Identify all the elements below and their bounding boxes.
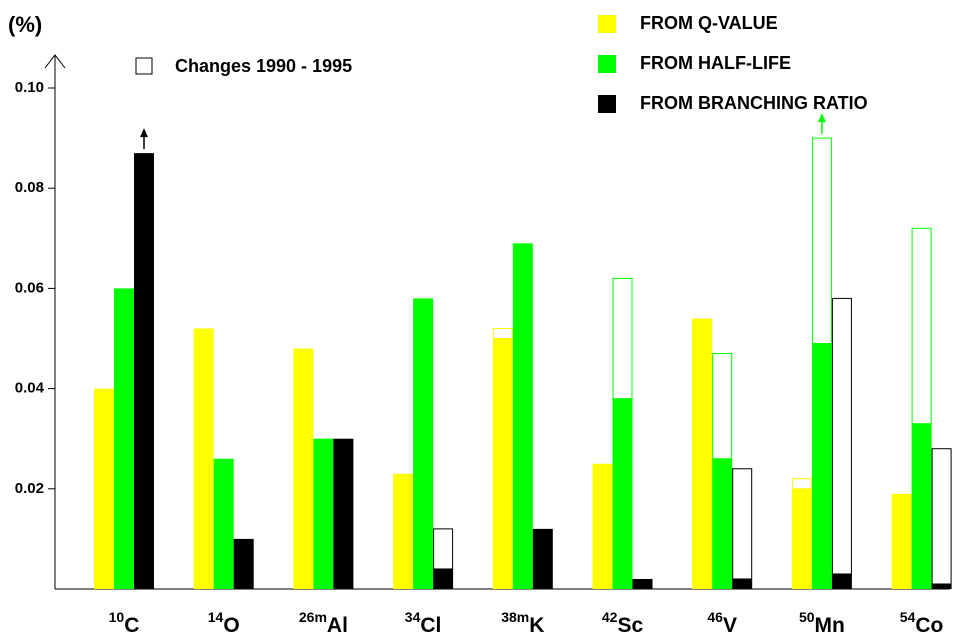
bar <box>233 538 254 589</box>
bar <box>911 423 932 589</box>
bar <box>891 493 912 589</box>
category-symbol: Co <box>915 614 943 637</box>
bar <box>532 528 553 589</box>
category-symbol: C <box>124 614 139 637</box>
category-symbol: Cl <box>420 614 441 637</box>
category-mass: 38m <box>501 609 529 625</box>
category-symbol: O <box>223 614 239 637</box>
category-mass: 42 <box>602 609 618 625</box>
bar <box>134 153 154 589</box>
previous-bar-outline <box>612 277 633 400</box>
bar <box>213 458 234 589</box>
legend-swatch <box>598 95 616 113</box>
legend-label: FROM BRANCHING RATIO <box>640 93 868 113</box>
y-tick-label: 0.10 <box>15 79 44 96</box>
category-symbol: Al <box>327 614 348 637</box>
legend-label: FROM HALF-LIFE <box>640 53 791 73</box>
bar <box>413 298 434 589</box>
bar <box>512 243 533 589</box>
previous-bar-outline <box>492 327 513 340</box>
legend-label: FROM Q-VALUE <box>640 13 778 33</box>
previous-bar-outline <box>931 448 952 585</box>
bar <box>931 583 952 589</box>
category-symbol: V <box>723 614 737 637</box>
x-tick-label: 46V <box>707 609 737 637</box>
bar <box>831 573 852 589</box>
category-symbol: K <box>529 614 544 637</box>
x-tick-label: 50Mn <box>799 609 845 637</box>
bar <box>492 338 513 589</box>
x-tick-label: 54Co <box>900 609 944 637</box>
previous-bar-outline <box>791 478 812 490</box>
category-mass: 54 <box>900 609 916 625</box>
bar <box>692 318 713 589</box>
bar <box>193 328 214 589</box>
category-mass: 10 <box>109 609 125 625</box>
previous-bar-outline <box>811 137 832 345</box>
previous-bar-outline <box>911 227 932 425</box>
bar <box>94 388 114 589</box>
category-mass: 50 <box>799 609 815 625</box>
previous-bar-outline <box>831 297 852 575</box>
category-mass: 46 <box>707 609 723 625</box>
changes-label: Changes 1990 - 1995 <box>175 56 352 76</box>
previous-bar-outline <box>732 468 753 580</box>
off-scale-arrowhead <box>140 128 148 138</box>
bar <box>612 398 633 589</box>
bar <box>313 438 334 589</box>
bar <box>333 438 354 589</box>
previous-bar-outline <box>712 353 733 460</box>
bar <box>632 578 653 589</box>
bar <box>393 473 414 589</box>
x-tick-label: 34Cl <box>405 609 442 637</box>
category-mass: 14 <box>208 609 224 625</box>
x-tick-label: 38mK <box>501 609 544 637</box>
bar <box>433 568 454 589</box>
y-tick-label: 0.08 <box>15 179 44 196</box>
bar <box>732 578 753 589</box>
y-tick-label: 0.06 <box>15 279 44 296</box>
bar <box>114 288 134 589</box>
changes-swatch <box>135 57 153 75</box>
x-tick-label: 10C <box>109 609 140 637</box>
category-mass: 26m <box>299 609 327 625</box>
bar <box>791 488 812 589</box>
y-axis-arrow <box>44 54 66 69</box>
category-symbol: Mn <box>815 614 845 637</box>
legend-swatch <box>598 55 616 73</box>
y-tick-label: 0.04 <box>15 380 45 397</box>
x-tick-label: 26mAl <box>299 609 348 637</box>
y-tick-label: 0.02 <box>15 480 44 497</box>
bar <box>811 343 832 589</box>
previous-bar-outline <box>433 528 454 570</box>
category-symbol: Sc <box>617 614 643 637</box>
unit-label: (%) <box>8 12 42 37</box>
bar <box>712 458 733 589</box>
x-tick-label: 42Sc <box>602 609 644 637</box>
x-tick-label: 14O <box>208 609 240 637</box>
bar <box>592 463 613 589</box>
bar <box>293 348 314 589</box>
category-mass: 34 <box>405 609 421 625</box>
legend-swatch <box>598 15 616 33</box>
off-scale-arrowhead <box>817 113 826 123</box>
